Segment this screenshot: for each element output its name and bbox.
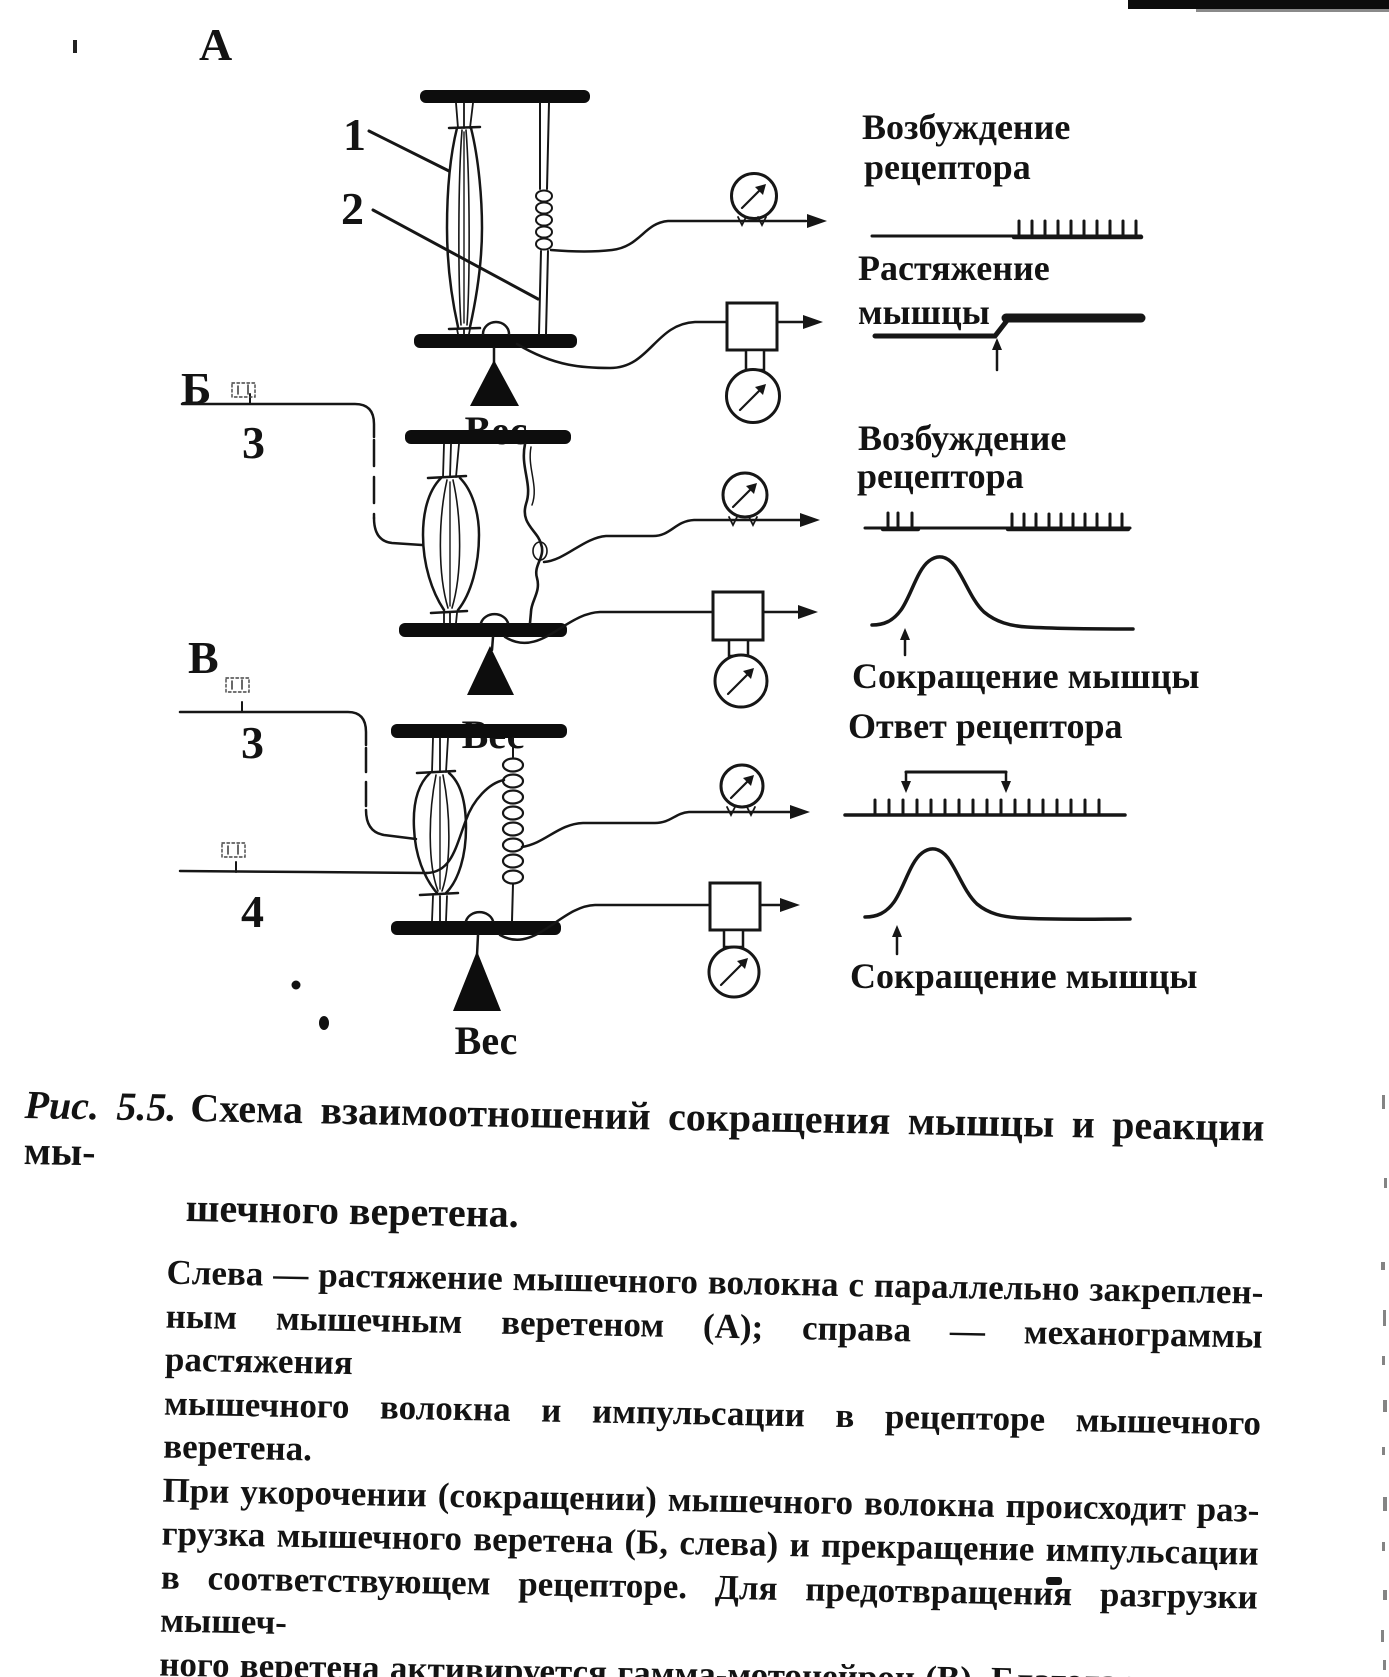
trace-receptor-response <box>843 770 1127 817</box>
caption-title-line2: шечного веретена. <box>185 1184 520 1237</box>
caption-body: Слева — растяжение мышечного волокна с п… <box>157 1251 1264 1677</box>
leader-line-1 <box>367 129 451 173</box>
muscle-fiber-contracted <box>412 737 468 922</box>
weight-label: Вес <box>455 1018 518 1063</box>
trace-muscle-contraction <box>870 555 1135 657</box>
support-bar-bottom <box>414 334 577 348</box>
force-transducer <box>711 590 769 709</box>
muscle-spindle-slack <box>522 442 548 625</box>
galvanometer <box>721 471 769 528</box>
trace-receptor-excitation <box>863 511 1132 532</box>
trace-title: Ответ рецептора <box>848 706 1122 746</box>
tension-wire <box>515 315 823 370</box>
weight <box>470 320 519 406</box>
tension-wire <box>498 898 800 942</box>
weight <box>467 612 514 695</box>
stimulator-icon <box>225 677 250 693</box>
muscle-fiber <box>445 102 484 335</box>
trace-muscle-stretch <box>872 313 1146 372</box>
panel-b-label: Б <box>181 363 211 414</box>
ink-dot <box>319 1016 329 1030</box>
marker-2-label: 2 <box>341 183 364 234</box>
alpha-stimulation-wire <box>178 677 418 841</box>
weight <box>453 910 501 1011</box>
figure-diagram: А 1 2 <box>73 0 1389 1063</box>
marker-1-label: 1 <box>343 109 366 160</box>
support-bar-bottom <box>399 623 567 637</box>
panel-a: А 1 2 <box>199 19 1146 453</box>
support-bar-top <box>420 90 590 103</box>
stimulator-icon <box>231 382 256 398</box>
marker-4-label: 4 <box>241 886 264 937</box>
muscle-spindle-coiled <box>501 737 525 922</box>
trace-muscle-contraction <box>863 847 1132 956</box>
nerve-wire <box>549 214 827 253</box>
scan-artifact-top-bar <box>73 0 1389 53</box>
trace-title: Возбуждение <box>862 107 1070 147</box>
galvanometer <box>730 172 778 228</box>
trace-title: рецептора <box>857 456 1024 496</box>
trace-receptor-excitation <box>870 219 1144 240</box>
marker-3-label: 3 <box>242 417 265 468</box>
trace-title: Сокращение мышцы <box>852 656 1199 696</box>
alpha-stimulation-wire <box>180 382 424 547</box>
trace-title: рецептора <box>864 147 1031 187</box>
trace-title: мышцы <box>858 292 990 332</box>
panel-v-label: В <box>188 632 219 683</box>
nerve-wire <box>542 513 820 564</box>
trace-title: Сокращение мышцы <box>850 956 1197 996</box>
figure-number: Рис. 5.5. <box>24 1082 177 1130</box>
leader-line-2 <box>371 208 540 301</box>
support-bar-top <box>391 724 567 738</box>
trace-title: Возбуждение <box>858 418 1066 458</box>
nerve-wire <box>520 805 810 849</box>
muscle-spindle <box>535 102 553 335</box>
scan-speck <box>1046 1577 1062 1585</box>
panel-v: В 3 4 <box>178 632 1197 1063</box>
force-transducer <box>725 301 781 424</box>
stimulator-icon <box>221 842 246 858</box>
support-bar-bottom <box>391 921 561 935</box>
panel-b: Б 3 <box>180 363 1199 757</box>
marker-3-label: 3 <box>241 717 264 768</box>
support-bar-top <box>405 430 571 444</box>
galvanometer <box>719 763 765 818</box>
scan-edge-noise <box>1381 1095 1387 1670</box>
muscle-fiber-contracted <box>421 443 481 624</box>
gamma-stimulation-wire <box>178 778 506 875</box>
tension-wire <box>503 605 818 645</box>
ink-dot <box>291 980 301 990</box>
force-transducer <box>707 881 762 999</box>
panel-a-label: А <box>199 19 232 70</box>
trace-title: Растяжение <box>858 248 1050 288</box>
